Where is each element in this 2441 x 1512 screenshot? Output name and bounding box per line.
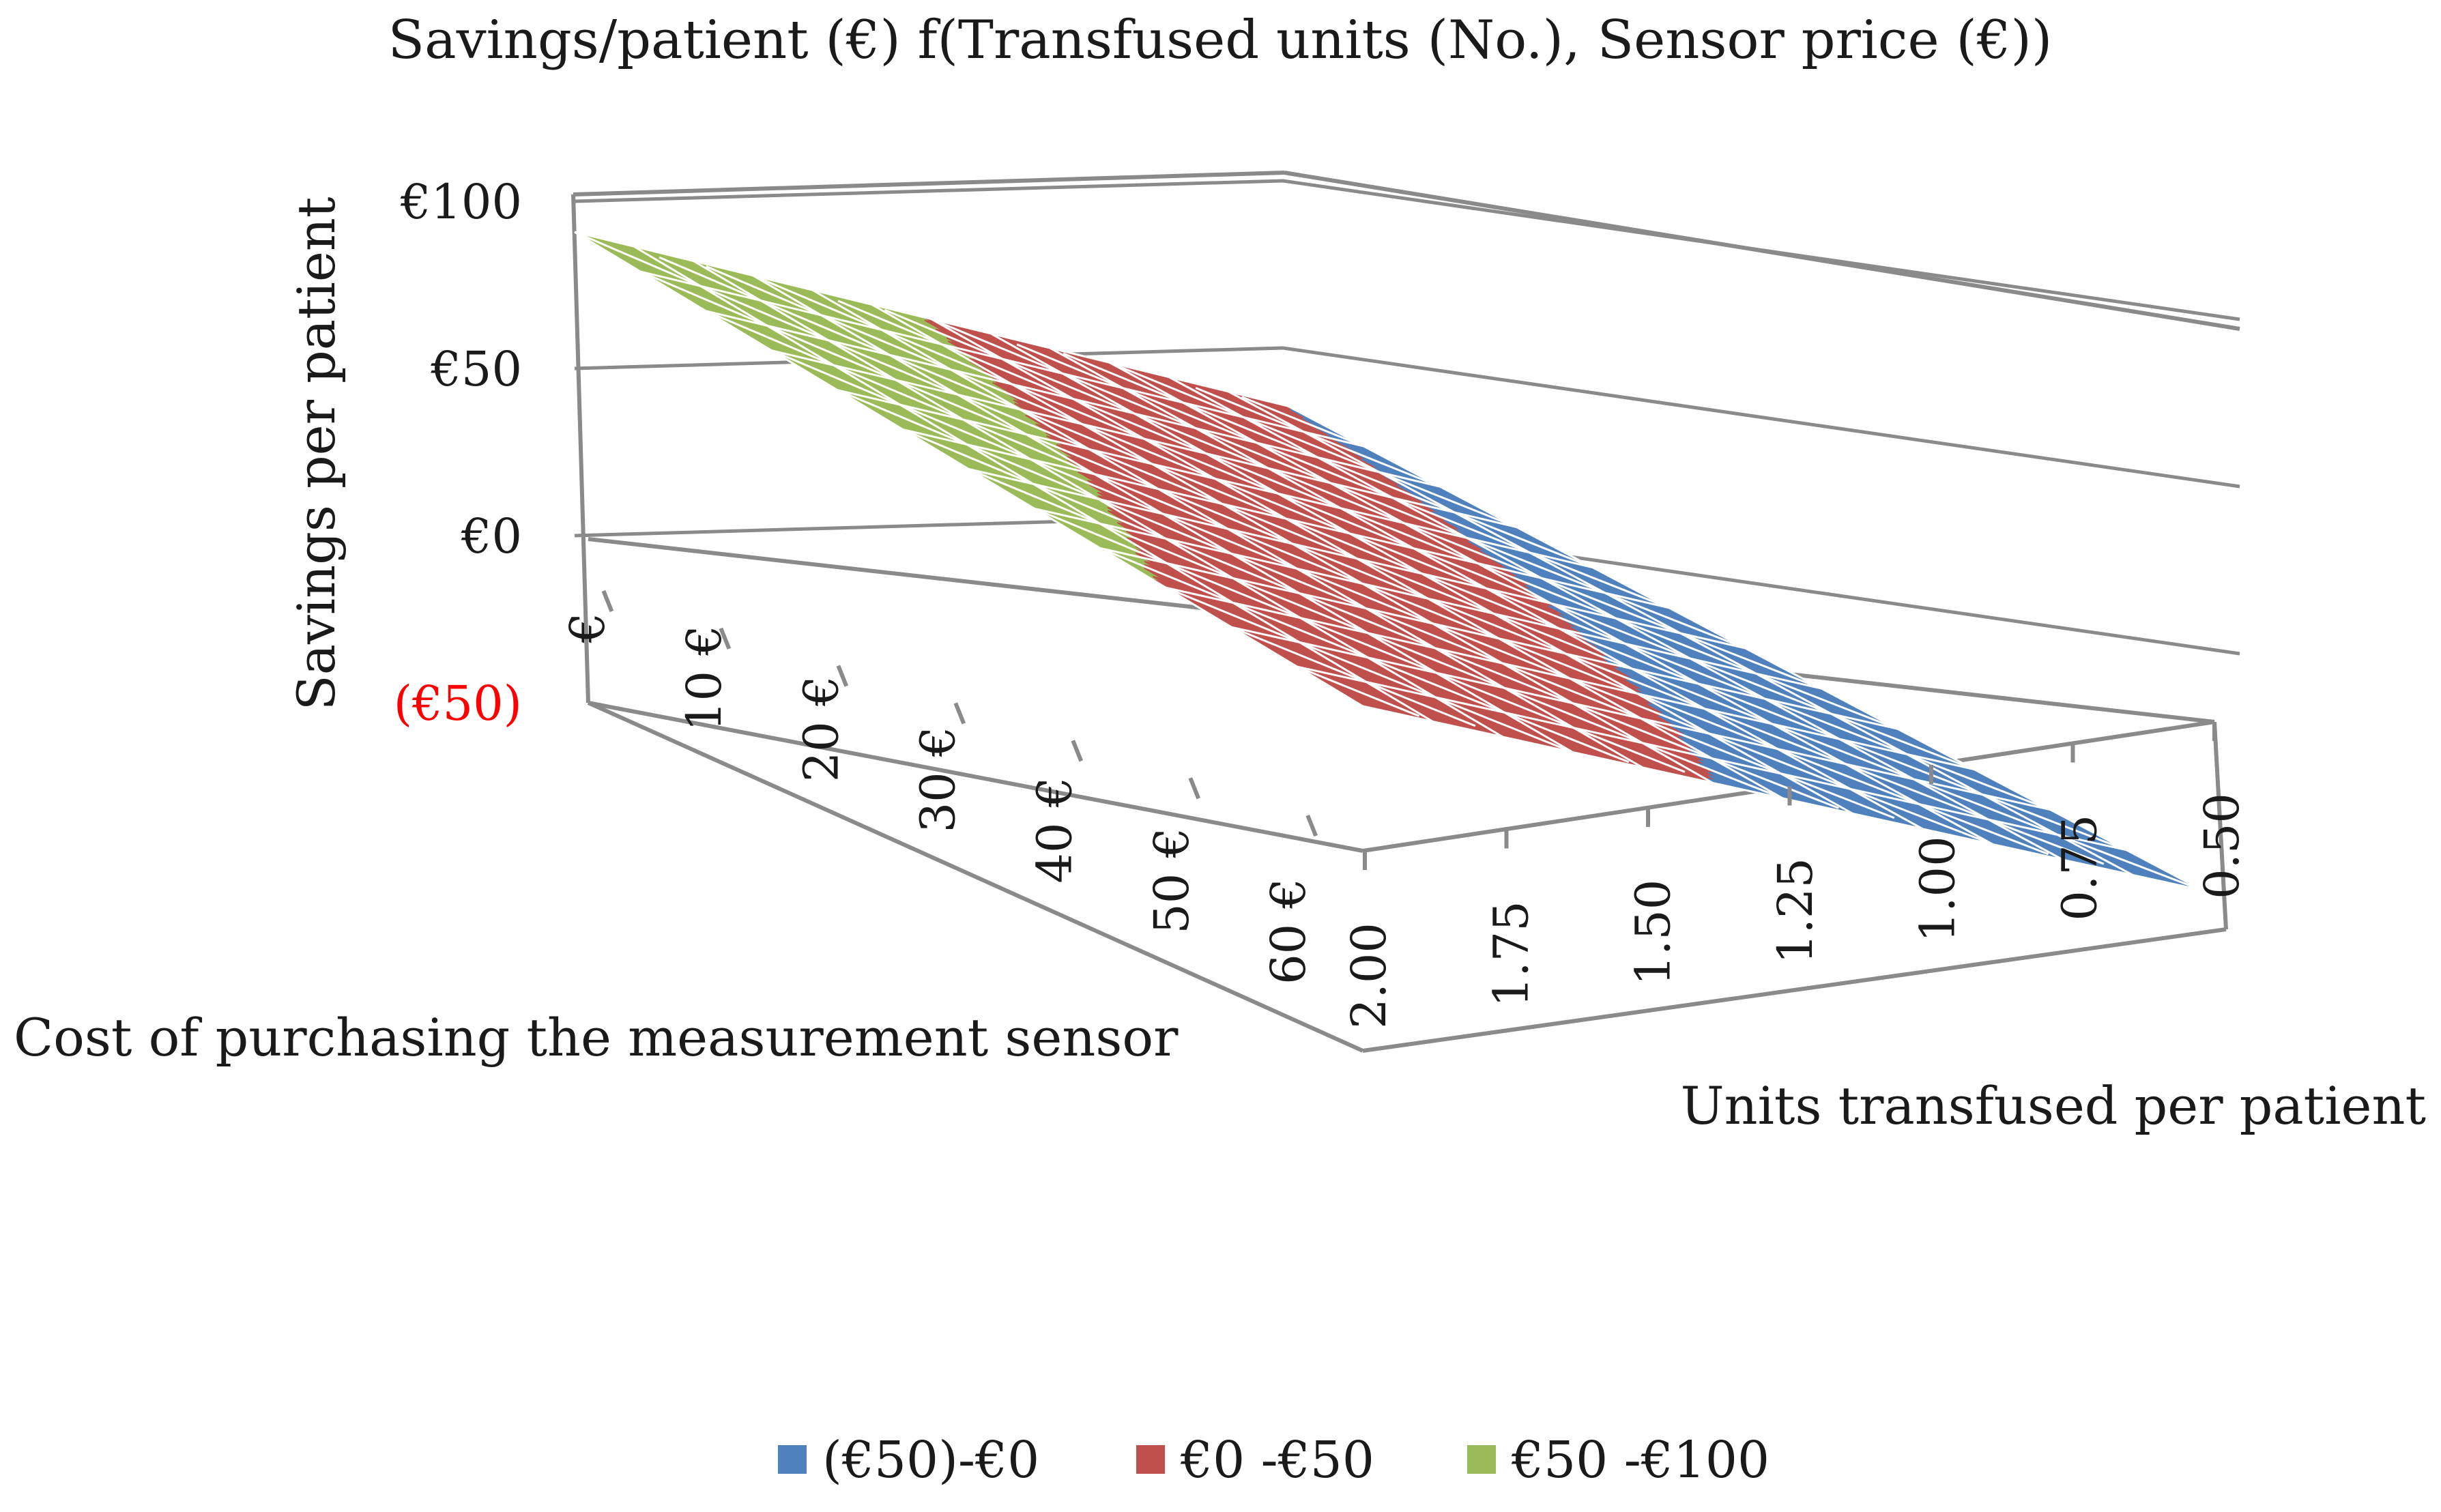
back-wall-top-edge <box>573 171 1285 197</box>
back-wall-left-edge <box>571 194 590 703</box>
floor-y-axis-line <box>588 701 1363 853</box>
floor-front-edge <box>1362 927 2227 1053</box>
surface-mesh <box>574 231 2204 892</box>
floor-left-edge <box>587 701 1364 1053</box>
floor-right-edge <box>2212 721 2228 930</box>
z-gridline <box>574 179 2240 321</box>
